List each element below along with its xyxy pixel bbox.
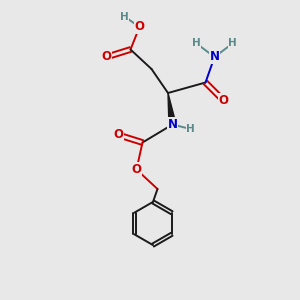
Text: N: N [209,50,220,64]
Text: N: N [167,118,178,131]
Text: O: O [131,163,142,176]
Text: O: O [218,94,229,107]
Text: H: H [186,124,195,134]
Polygon shape [168,93,176,125]
Text: H: H [120,11,129,22]
Text: H: H [228,38,237,49]
Text: O: O [134,20,145,34]
Text: O: O [113,128,124,142]
Text: O: O [101,50,112,64]
Text: H: H [192,38,201,49]
